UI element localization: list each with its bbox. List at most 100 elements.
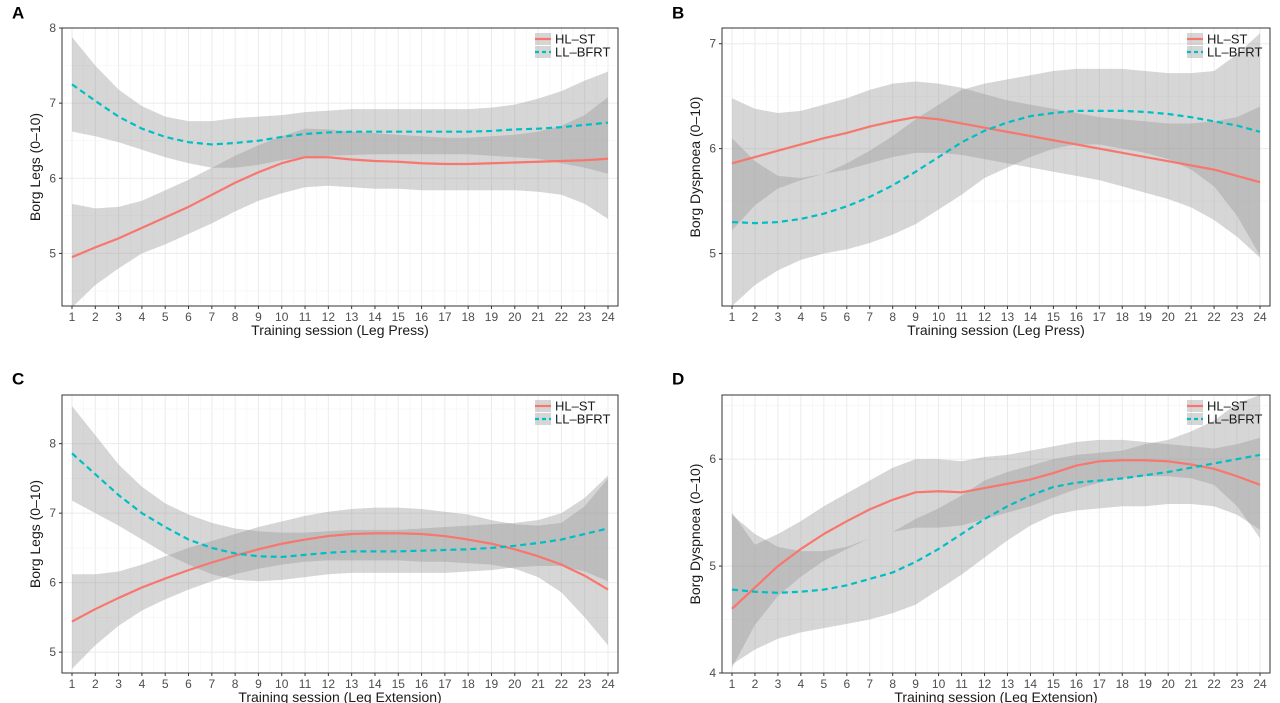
x-tick-label: 21: [531, 310, 545, 324]
y-axis-title: Borg Legs (0–10): [27, 480, 43, 588]
series-line-hl-st: [71, 156, 609, 259]
x-tick-label: 18: [1116, 677, 1130, 691]
confidence-band-hl-st: [72, 97, 608, 306]
x-tick-label: 8: [889, 310, 896, 324]
x-tick-label: 9: [912, 677, 919, 691]
x-tick-label: 18: [461, 677, 475, 691]
x-tick-label: 1: [729, 677, 736, 691]
x-tick-label: 5: [820, 310, 827, 324]
x-tick-label: 4: [139, 310, 146, 324]
panel-B: B1 2 3 4 5 6 7 8 9 10 11 12 13 14 15 16 17 18 19 20 21 22 23 24…: [672, 3, 1271, 338]
x-axis-title: Training session (Leg Extension): [894, 689, 1097, 703]
series-line-ll-bfrt: [71, 83, 609, 146]
legend-label: HL–ST: [1207, 32, 1248, 47]
series-line-ll-bfrt: [71, 452, 609, 559]
x-tick-label: 15: [392, 677, 406, 691]
x-tick-label: 6: [843, 310, 850, 324]
plot-frame: [721, 394, 1271, 674]
y-tick-label: 5: [709, 247, 716, 261]
x-tick-label: 21: [1184, 677, 1198, 691]
x-tick-label: 1: [69, 310, 76, 324]
legend-label: LL–BFRT: [555, 45, 610, 60]
panel-label: C: [12, 369, 24, 388]
confidence-band-ll-bfrt: [732, 395, 1260, 665]
x-tick-label: 23: [578, 677, 592, 691]
x-tick-label: 16: [415, 677, 429, 691]
legend-label: LL–BFRT: [1207, 412, 1262, 427]
x-tick-label: 16: [1070, 677, 1084, 691]
x-tick-label: 11: [955, 310, 968, 324]
x-tick-label: 22: [1207, 677, 1221, 691]
grid: [62, 27, 618, 306]
x-tick-label: 6: [185, 310, 192, 324]
y-tick-label: 7: [49, 96, 56, 110]
x-tick-label: 23: [578, 310, 592, 324]
x-tick-label: 23: [1230, 310, 1244, 324]
legend-label: LL–BFRT: [555, 412, 610, 427]
x-tick-label: 9: [255, 310, 262, 324]
y-axis-title: Borg Dyspnoea (0–10): [687, 97, 703, 238]
panel-C: C1 2 3 4 5 6 7 8 9 10 11 12 13 14 15 16 17 18 19 20 21 22 23 24…: [12, 369, 619, 703]
x-tick-label: 20: [508, 310, 522, 324]
y-axis-title: Borg Dyspnoea (0–10): [687, 464, 703, 605]
x-tick-label: 17: [1093, 310, 1107, 324]
series-line-ll-bfrt: [731, 109, 1261, 225]
confidence-band-hl-st: [732, 437, 1260, 668]
x-tick-label: 11: [299, 677, 312, 691]
x-tick-label: 13: [345, 310, 359, 324]
x-tick-label: 16: [1070, 310, 1084, 324]
panel-D: D1 2 3 4 5 6 7 8 9 10 11 12 13 14 15 16 17 18 19 20 21 22 23 24…: [672, 369, 1271, 703]
confidence-band-ll-bfrt: [72, 406, 608, 582]
x-tick-label: 19: [1139, 677, 1153, 691]
x-tick-label: 24: [1253, 310, 1267, 324]
x-tick-label: 17: [1093, 677, 1107, 691]
x-tick-label: 24: [601, 310, 615, 324]
x-tick-label: 4: [798, 310, 805, 324]
y-tick-label: 6: [49, 576, 56, 590]
x-tick-label: 14: [368, 677, 382, 691]
x-tick-label: 9: [912, 310, 919, 324]
y-tick-label: 5: [709, 559, 716, 573]
x-tick-label: 12: [978, 310, 992, 324]
panel-A: A1 2 3 4 5 6 7 8 9 10 11 12 13 14 15 16 17 18 19 20 21 22 23 24…: [12, 3, 619, 338]
x-axis-title: Training session (Leg Press): [907, 322, 1085, 338]
x-axis-title: Training session (Leg Extension): [238, 689, 441, 703]
x-tick-label: 15: [1047, 677, 1061, 691]
x-tick-label: 24: [601, 677, 615, 691]
series-line-ll-bfrt: [731, 453, 1261, 594]
x-tick-label: 18: [1116, 310, 1130, 324]
x-tick-label: 20: [1161, 677, 1175, 691]
x-tick-label: 10: [932, 677, 946, 691]
series-line-hl-st: [71, 532, 609, 623]
x-tick-label: 5: [820, 677, 827, 691]
plot-area: [731, 33, 1261, 306]
x-tick-label: 10: [932, 310, 946, 324]
x-tick-label: 8: [889, 677, 896, 691]
y-tick-label: 8: [49, 437, 56, 451]
plot-frame: [721, 27, 1271, 307]
x-tick-label: 13: [345, 677, 359, 691]
legend-label: HL–ST: [555, 399, 596, 414]
x-tick-label: 1: [69, 677, 76, 691]
plot-area: [731, 395, 1261, 668]
x-axis-title: Training session (Leg Press): [251, 322, 429, 338]
x-tick-label: 13: [1001, 677, 1015, 691]
y-axis-title: Borg Legs (0–10): [27, 113, 43, 221]
x-tick-label: 19: [485, 677, 499, 691]
x-tick-label: 23: [1230, 677, 1244, 691]
x-tick-label: 2: [752, 310, 759, 324]
x-tick-label: 21: [531, 677, 545, 691]
x-tick-label: 2: [752, 677, 759, 691]
x-tick-label: 17: [438, 310, 452, 324]
x-tick-label: 8: [232, 310, 239, 324]
y-tick-label: 5: [49, 246, 56, 260]
x-tick-label: 11: [299, 310, 312, 324]
plot-frame: [61, 27, 619, 307]
panel-label: D: [672, 369, 684, 388]
legend-label: LL–BFRT: [1207, 45, 1262, 60]
